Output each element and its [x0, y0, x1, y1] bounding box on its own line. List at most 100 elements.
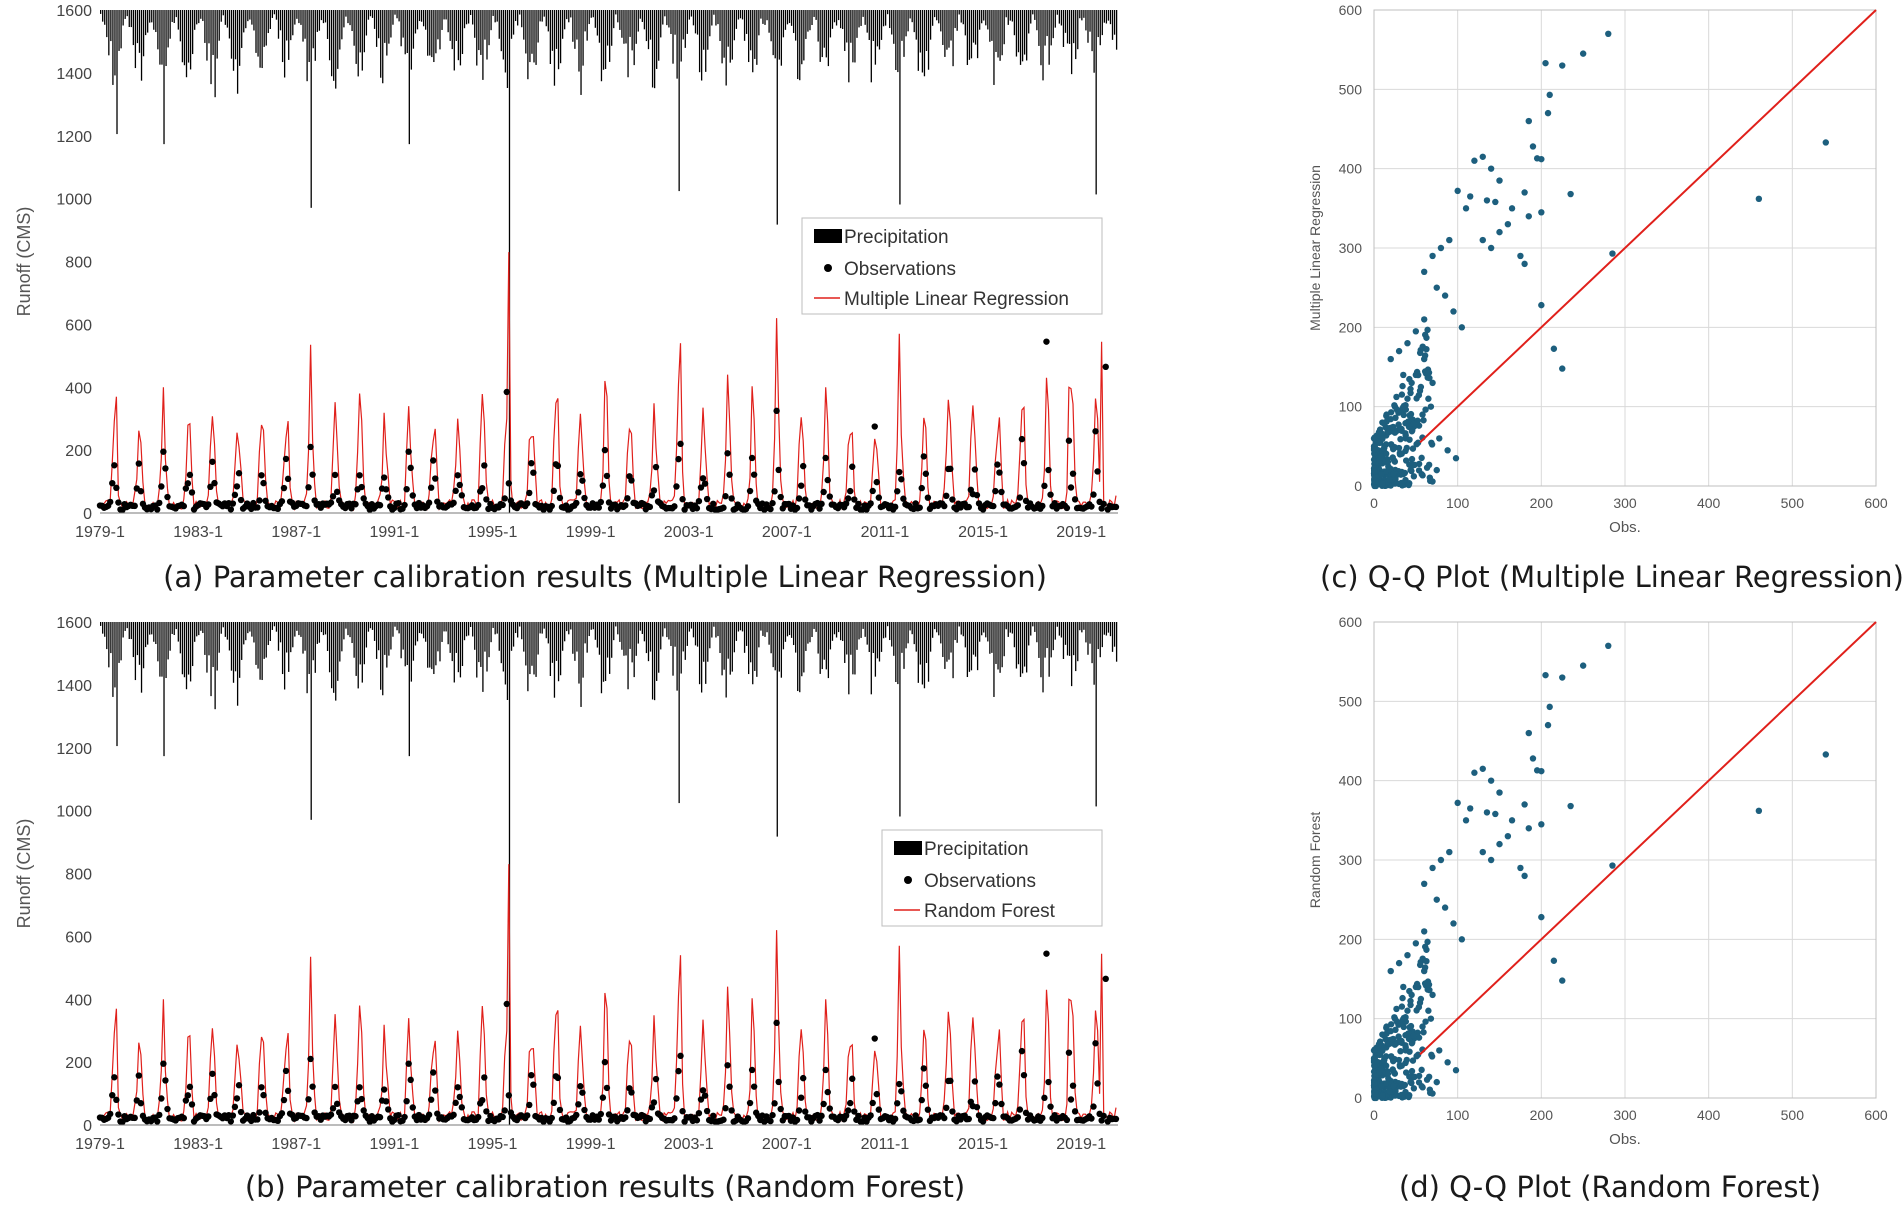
- precipitation-bar: [425, 10, 427, 30]
- observation-point: [992, 1099, 999, 1107]
- precipitation-bar: [1058, 622, 1061, 636]
- precipitation-bar: [402, 10, 404, 38]
- observation-point: [331, 1083, 339, 1091]
- observation-point: [258, 472, 265, 479]
- precipitation-bar: [934, 10, 936, 18]
- precipitation-bar: [903, 10, 905, 57]
- precipitation-bar: [104, 622, 106, 637]
- qq-point: [1479, 153, 1486, 160]
- precipitation-bar: [433, 10, 435, 63]
- precipitation-bar: [306, 622, 308, 694]
- observation-point: [186, 471, 194, 479]
- legend-label: Observations: [844, 259, 956, 280]
- qq-point: [1508, 817, 1516, 824]
- precipitation-bar: [852, 622, 854, 675]
- qq-point: [1538, 209, 1545, 216]
- precipitation-bar: [241, 10, 243, 48]
- qq-point: [1406, 375, 1413, 383]
- observation-point: [1063, 504, 1071, 512]
- precipitation-bar: [674, 622, 676, 647]
- precipitation-bar: [987, 622, 989, 642]
- precipitation-bar: [592, 622, 594, 630]
- qq-point: [1424, 938, 1431, 946]
- y-tick-label: 800: [65, 255, 92, 272]
- precipitation-bar: [200, 10, 202, 19]
- precipitation-bar: [623, 622, 625, 656]
- precipitation-bar: [719, 10, 721, 42]
- precipitation-bar: [651, 622, 654, 700]
- observation-point: [871, 1035, 878, 1042]
- precipitation-bar: [1005, 10, 1007, 18]
- precipitation-bar: [1070, 10, 1073, 75]
- qq-point: [1492, 198, 1499, 206]
- precipitation-bar: [257, 10, 259, 57]
- precipitation-bar: [968, 10, 971, 60]
- precipitation-bar: [1040, 622, 1042, 678]
- precipitation-bar: [1054, 622, 1056, 640]
- x-tick-label: 2019-1: [1056, 1136, 1106, 1153]
- precipitation-bar: [267, 10, 269, 34]
- precipitation-bar: [308, 10, 310, 62]
- x-tick-label: 600: [1864, 1107, 1888, 1123]
- observation-point: [474, 501, 482, 509]
- precipitation-bar: [866, 622, 868, 645]
- qq-point: [1416, 961, 1424, 969]
- observation-point: [450, 499, 457, 507]
- precipitation-bar: [790, 10, 793, 26]
- x-tick-label: 1979-1: [75, 1136, 125, 1153]
- precipitation-bar: [557, 622, 560, 682]
- precipitation-bar: [866, 10, 868, 33]
- precipitation-bar: [602, 10, 605, 70]
- observation-point: [474, 1113, 482, 1121]
- precipitation-bar: [418, 622, 421, 634]
- precipitation-bar: [803, 622, 805, 673]
- precipitation-bar: [163, 622, 165, 757]
- y-tick-label: 400: [65, 380, 92, 397]
- observation-point: [528, 1071, 535, 1079]
- observation-point: [450, 1111, 457, 1119]
- precipitation-bar: [259, 622, 261, 680]
- qq-point: [1429, 252, 1436, 260]
- qq-point: [1405, 1030, 1412, 1037]
- precipitation-bar: [547, 10, 549, 32]
- observation-point: [550, 487, 558, 495]
- observation-point: [675, 455, 682, 463]
- precipitation-bar: [208, 622, 210, 656]
- precipitation-bar: [527, 10, 529, 80]
- observation-point: [744, 503, 752, 510]
- observation-point: [188, 1101, 196, 1108]
- observation-point: [847, 487, 854, 495]
- observation-point: [385, 494, 392, 501]
- precipitation-bar: [543, 10, 545, 17]
- observation-point: [990, 502, 997, 510]
- qq-point: [1371, 1080, 1378, 1087]
- precipitation-bar: [247, 10, 249, 22]
- precipitation-bar: [386, 622, 388, 668]
- observation-point: [1112, 503, 1120, 511]
- precipitation-bar: [848, 622, 850, 695]
- qq-point: [1411, 1073, 1418, 1081]
- precipitation-bar: [1103, 622, 1105, 635]
- observation-point: [156, 1111, 163, 1119]
- y-tick-label: 500: [1339, 693, 1363, 709]
- precipitation-bar: [827, 10, 830, 67]
- precipitation-bar: [147, 10, 149, 33]
- precipitation-bar: [1095, 10, 1097, 195]
- observation-point: [599, 482, 607, 489]
- precipitation-bar: [817, 10, 819, 42]
- precipitation-bar: [561, 622, 564, 651]
- precipitation-bar: [645, 10, 648, 42]
- observation-point: [965, 503, 972, 511]
- precipitation-bar: [647, 10, 650, 50]
- observation-point: [382, 1098, 390, 1105]
- observation-point: [548, 502, 555, 510]
- y-tick-label: 1600: [56, 3, 92, 20]
- precipitation-bar: [895, 622, 897, 683]
- observation-point: [777, 493, 784, 501]
- precipitation-bar: [482, 622, 484, 692]
- precipitation-bar: [1030, 622, 1032, 636]
- precipitation-bar: [175, 622, 177, 630]
- precipitation-bar: [901, 622, 903, 653]
- observation-point: [1014, 1114, 1022, 1121]
- y-axis-label: Runoff (CMS): [14, 819, 34, 929]
